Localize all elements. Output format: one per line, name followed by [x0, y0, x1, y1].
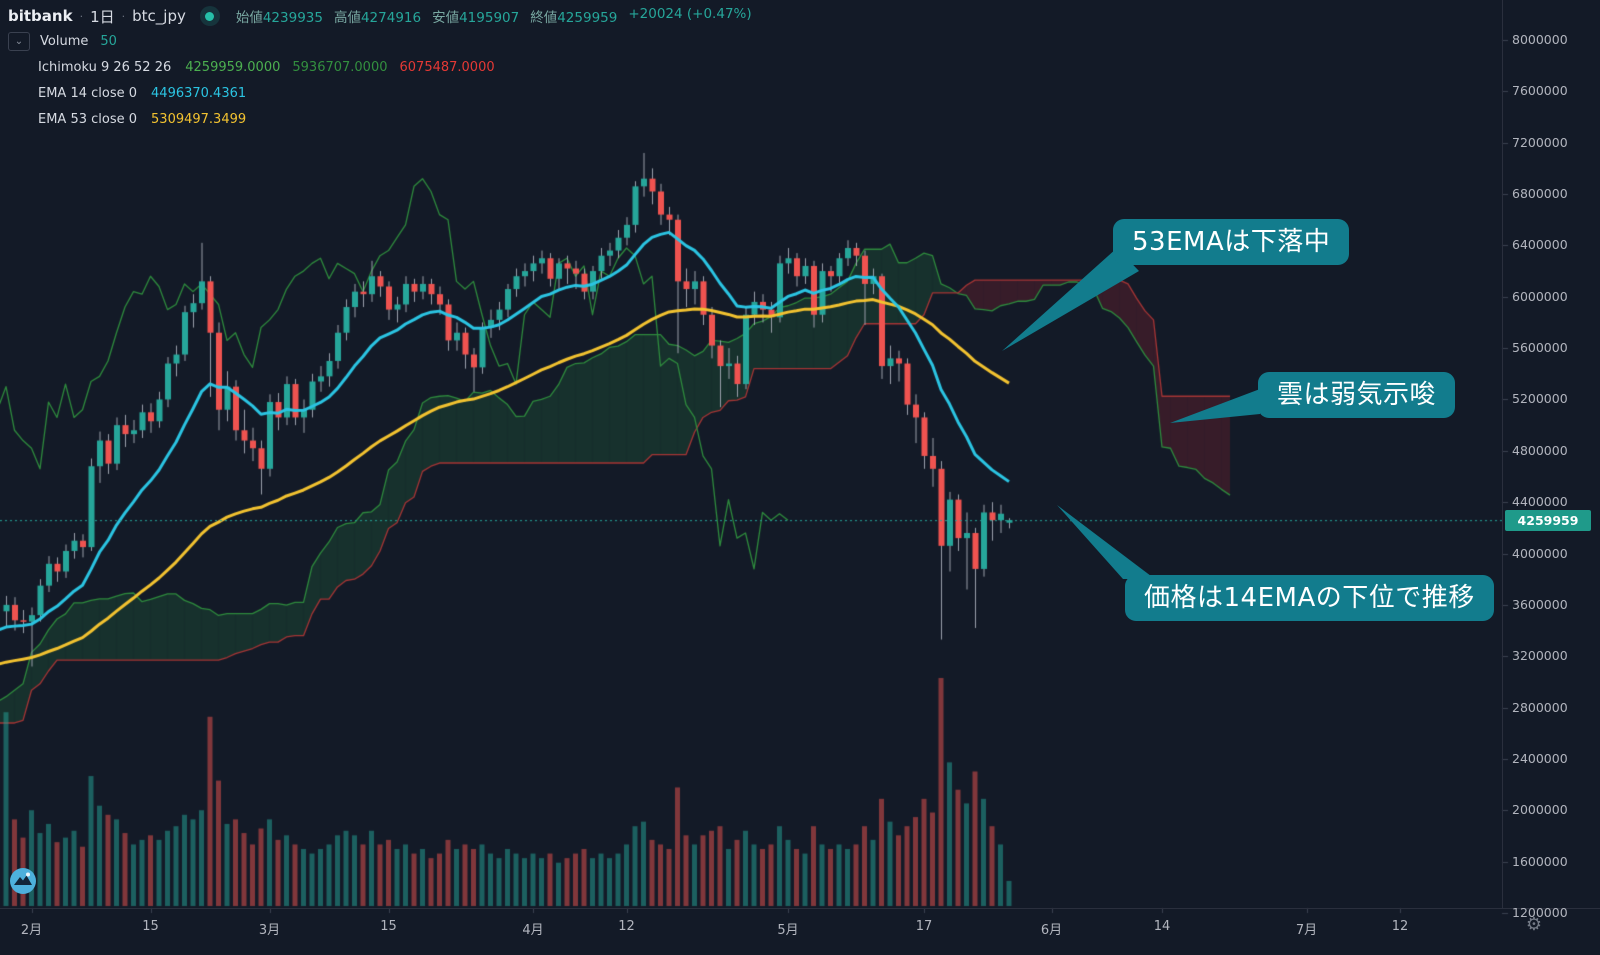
high-value: 4274916 [360, 10, 422, 26]
low-value: 4195907 [459, 10, 520, 26]
price-axis-label: 3600000 [1512, 596, 1568, 612]
price-axis-label: 1600000 [1512, 853, 1568, 869]
exchange-name: bitbank [8, 7, 73, 25]
time-axis-label: 14 [1153, 919, 1171, 934]
time-axis-label: 15 [142, 919, 159, 934]
ema14-legend-row[interactable]: EMA 14 close 0 4496370.4361 [8, 80, 752, 106]
last-price-label: 4259959 [1505, 509, 1591, 531]
time-axis-border [0, 908, 1600, 909]
price-axis-label: 4000000 [1512, 545, 1568, 561]
ichimoku-lead-a-value: 5936707.0000 [292, 59, 388, 75]
time-axis-label: 5月 [777, 923, 799, 938]
interval-label[interactable]: 1日 [90, 7, 115, 26]
ema53-label: EMA 53 close 0 [38, 111, 138, 127]
price-axis-label: 6000000 [1512, 288, 1568, 304]
bitbank-logo-icon[interactable] [8, 866, 38, 896]
ema53-legend-row[interactable]: EMA 53 close 0 5309497.3499 [8, 106, 752, 132]
price-axis-label: 2800000 [1512, 699, 1568, 715]
symbol-title-row[interactable]: bitbank · 1日 · btc_jpy 始値4239935 高値42749… [8, 4, 752, 28]
gear-icon[interactable]: ⚙ [1525, 913, 1543, 935]
ema14-value: 4496370.4361 [151, 85, 247, 101]
ichimoku-lagging-value: 4259959.0000 [185, 59, 281, 75]
chevron-down-icon[interactable]: ⌄ [8, 31, 30, 51]
time-axis-label: 12 [1391, 919, 1409, 934]
market-status-dot [205, 11, 215, 21]
price-axis-label: 6400000 [1512, 237, 1568, 253]
price-axis-label: 2400000 [1512, 750, 1568, 766]
ichimoku-label: Ichimoku 9 26 52 26 [38, 59, 172, 75]
price-axis-label: 4800000 [1512, 442, 1568, 458]
time-axis-label: 15 [380, 919, 397, 934]
ohlc-readout: 始値4239935 高値4274916 安値4195907 終値4259959 … [236, 6, 752, 26]
time-axis-label: 4月 [522, 923, 544, 938]
time-axis-label: 2月 [20, 923, 43, 938]
price-axis-label: 7600000 [1512, 83, 1568, 99]
price-axis-border [1502, 0, 1503, 908]
change-value: +20024 (+0.47%) [628, 6, 752, 22]
price-axis-label: 1200000 [1512, 905, 1568, 920]
price-axis-label: 3200000 [1512, 648, 1568, 664]
volume-label: Volume [40, 33, 89, 49]
separator: · [121, 9, 126, 23]
time-axis[interactable]: 2月 15 3月 15 4月 12 5月 17 6月 14 7月 12 [0, 909, 1502, 955]
open-label: 始値 [235, 10, 263, 26]
annotation-price-below-14ema[interactable]: 価格は14EMAの下位で推移 [1125, 575, 1494, 621]
open-value: 4239935 [262, 10, 323, 26]
market-status-icon[interactable] [199, 6, 220, 26]
price-axis[interactable]: 4259959 8000000 7600000 7200000 6800000 6400… [1503, 0, 1600, 920]
annotation-53ema-falling[interactable]: 53EMAは下落中 [1113, 219, 1350, 265]
annotation-cloud-bearish[interactable]: 雲は弱気示唆 [1258, 372, 1456, 418]
ema14-label: EMA 14 close 0 [38, 85, 138, 101]
time-axis-label: 12 [618, 919, 635, 934]
chart-legend: bitbank · 1日 · btc_jpy 始値4239935 高値42749… [8, 4, 752, 132]
price-axis-label: 8000000 [1512, 32, 1568, 47]
time-axis-label: 3月 [258, 923, 281, 938]
time-axis-label: 7月 [1295, 923, 1318, 938]
price-axis-label: 2000000 [1512, 802, 1568, 818]
ema53-value: 5309497.3499 [151, 111, 247, 127]
price-axis-label: 5600000 [1512, 340, 1568, 356]
symbol-name[interactable]: btc_jpy [132, 7, 186, 25]
price-axis-label: 5200000 [1512, 391, 1568, 407]
high-label: 高値 [333, 10, 361, 26]
time-axis-label: 6月 [1040, 923, 1063, 938]
ichimoku-legend-row[interactable]: Ichimoku 9 26 52 26 4259959.0000 5936707… [8, 54, 752, 80]
ichimoku-lead-b-value: 6075487.0000 [399, 59, 495, 75]
price-axis-label: 4400000 [1512, 494, 1568, 510]
separator: · [79, 9, 84, 23]
time-axis-label: 17 [915, 919, 933, 934]
close-label: 終値 [530, 10, 558, 26]
price-axis-label: 7200000 [1512, 134, 1568, 150]
price-axis-label: 6800000 [1512, 186, 1568, 202]
low-label: 安値 [432, 10, 460, 26]
volume-legend-row[interactable]: ⌄ Volume 50 [8, 28, 752, 54]
volume-param: 50 [100, 33, 117, 49]
close-value: 4259959 [557, 10, 618, 26]
